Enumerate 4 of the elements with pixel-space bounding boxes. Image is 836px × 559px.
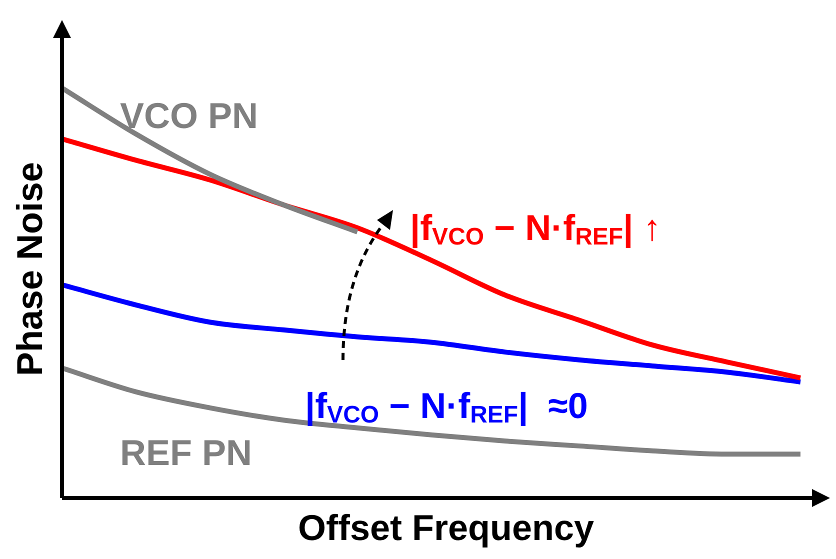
y-axis-title: Phase Noise: [8, 162, 50, 376]
series-label: REF PN: [120, 432, 252, 473]
series-label: VCO PN: [120, 94, 258, 136]
x-axis-title: Offset Frequency: [298, 506, 594, 548]
